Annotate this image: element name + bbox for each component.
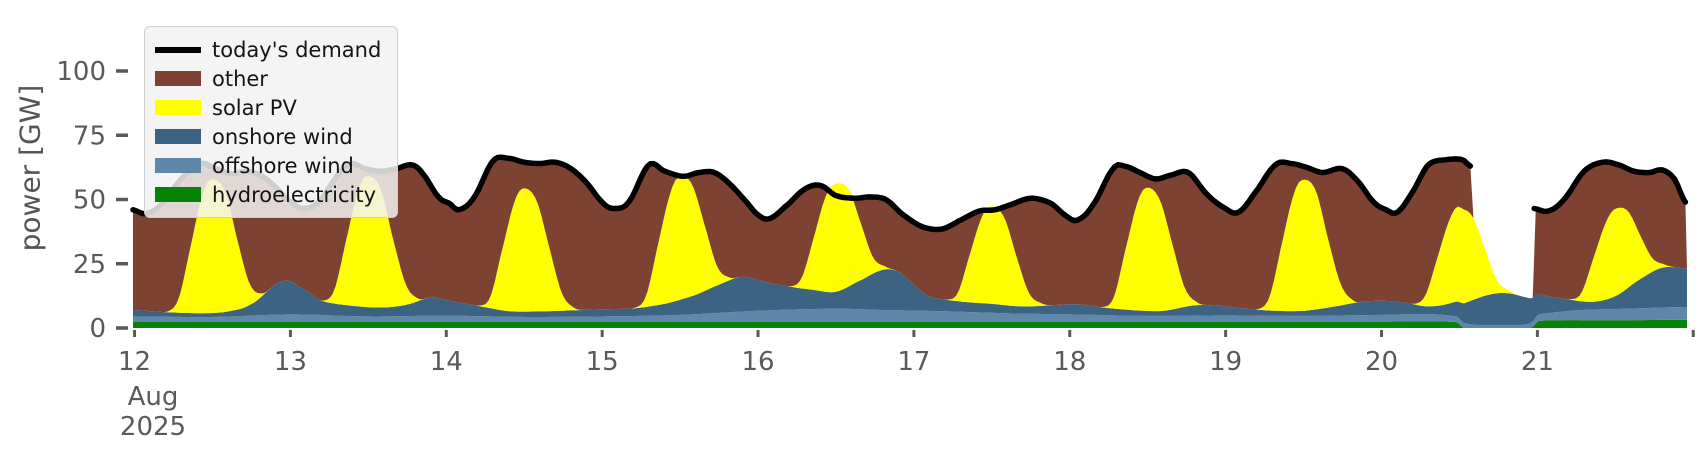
y-axis-title: power [GW] — [13, 84, 47, 252]
legend-swatch-solar-pv — [155, 100, 201, 115]
legend-item-offshore-wind: offshore wind — [155, 151, 381, 180]
area-hydroelectricity — [133, 319, 1687, 328]
x-tick-label: 15 — [586, 347, 619, 377]
area-other — [133, 157, 1687, 313]
y-tick-label: 0 — [89, 314, 106, 344]
legend-label-todays-demand: today's demand — [212, 37, 382, 62]
x-tick-label: 16 — [741, 347, 774, 377]
x-tick-label: 14 — [430, 347, 463, 377]
legend-swatch-other — [155, 71, 201, 86]
legend-label-other: other — [212, 66, 268, 91]
legend-swatch-onshore-wind — [155, 129, 201, 144]
x-tick-label: 13 — [274, 347, 307, 377]
y-tick-label: 100 — [56, 57, 106, 87]
legend-label-offshore-wind: offshore wind — [212, 153, 354, 178]
x-tick-label: 19 — [1209, 347, 1242, 377]
demand-line-segment-1 — [1531, 159, 1689, 215]
area-solar-pv — [133, 176, 1687, 314]
legend-item-other: other — [155, 64, 381, 93]
legend-item-todays-demand: today's demand — [155, 35, 381, 64]
area-onshore-wind — [133, 267, 1687, 326]
legend-item-onshore-wind: onshore wind — [155, 122, 381, 151]
x-tick-label: 12 — [118, 347, 151, 377]
area-offshore-wind — [133, 306, 1687, 328]
x-tick-label: 21 — [1521, 347, 1554, 377]
legend-label-hydroelectricity: hydroelectricity — [212, 182, 377, 207]
y-tick-label: 75 — [73, 121, 106, 151]
legend-item-hydroelectricity: hydroelectricity — [155, 180, 381, 209]
legend-swatch-demand-line — [155, 46, 201, 53]
legend-item-solar-pv: solar PV — [155, 93, 381, 122]
x-tick-label: 18 — [1053, 347, 1086, 377]
legend-label-solar-pv: solar PV — [212, 95, 297, 120]
legend-swatch-offshore-wind — [155, 158, 201, 173]
x-tick-label: 17 — [897, 347, 930, 377]
x-tick-label: 20 — [1365, 347, 1398, 377]
legend-swatch-hydroelectricity — [155, 187, 201, 202]
legend: today's demand other solar PV onshore wi… — [144, 26, 399, 218]
x-axis-month-label: Aug — [127, 382, 179, 412]
y-tick-label: 50 — [73, 186, 106, 216]
x-axis-year-label: 2025 — [119, 412, 187, 442]
legend-label-onshore-wind: onshore wind — [212, 124, 353, 149]
y-tick-label: 25 — [73, 250, 106, 280]
